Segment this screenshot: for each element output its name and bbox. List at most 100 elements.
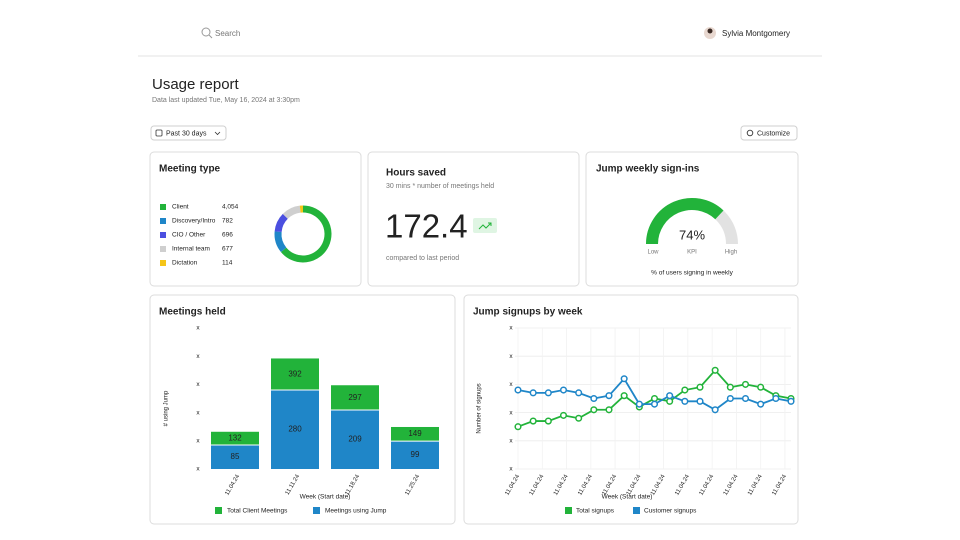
card-title: Meeting type (159, 164, 221, 175)
bar-jump (271, 390, 319, 469)
card-title: Jump signups by week (473, 307, 583, 318)
series-point (666, 392, 674, 400)
series-point (666, 397, 674, 405)
series-point (696, 397, 704, 405)
card-title: Hours saved (386, 168, 446, 179)
gauge-value-arc (646, 198, 724, 245)
card-title: Meetings held (159, 307, 226, 318)
customize-button[interactable] (740, 125, 798, 141)
bar-value-label: 132 (228, 434, 242, 443)
series-point (590, 406, 598, 414)
legend-label: Meetings using Jump (325, 508, 387, 515)
y-tick-label: x (509, 353, 513, 360)
series-point (575, 389, 583, 397)
donut-segment (280, 205, 332, 263)
y-tick-label: x (196, 409, 200, 416)
series-point (620, 392, 628, 400)
legend-value: 677 (222, 246, 233, 253)
donut-segment (282, 205, 301, 219)
x-axis-title: Week (Start date) (602, 494, 653, 501)
gauge-low: Low (647, 250, 659, 256)
page-subtitle: Data last updated Tue, May 16, 2024 at 3… (152, 97, 300, 104)
user-name: Sylvia Montgomery (722, 29, 790, 38)
date-filter-button[interactable] (150, 125, 227, 141)
legend-swatch (160, 232, 166, 238)
y-tick-label: x (196, 438, 200, 445)
legend-label: Customer signups (644, 508, 697, 515)
card-title: Jump weekly sign-ins (596, 164, 700, 175)
y-tick-label: x (509, 325, 513, 332)
series-point (559, 386, 568, 394)
trend-icon (478, 222, 492, 230)
series-point (772, 394, 780, 403)
search-box[interactable]: Search (201, 27, 240, 39)
y-tick-label: x (509, 466, 513, 473)
bar-value-label: 149 (408, 429, 422, 438)
series-point (741, 394, 750, 403)
y-tick-label: x (509, 409, 513, 416)
series-point (726, 394, 734, 403)
series-point (575, 414, 583, 422)
bar-value-label: 392 (288, 369, 302, 378)
customize[interactable]: Customize (740, 125, 798, 141)
gauge-high: High (725, 250, 737, 256)
chevron (214, 131, 221, 136)
search-icon-handle (208, 34, 213, 39)
customize-label: Customize (757, 130, 790, 137)
bar-value-label: 209 (348, 435, 362, 444)
bar-value-label: 99 (411, 450, 420, 459)
y-tick-label: x (196, 353, 200, 360)
legend-label: Total Client Meetings (227, 508, 288, 515)
series-point (590, 394, 598, 403)
legend-label: Dictation (172, 260, 198, 267)
series-point (514, 423, 522, 431)
bar-jump (211, 445, 259, 469)
donut-segment (274, 231, 287, 253)
y-tick-label: x (196, 381, 200, 388)
gauge-kpi: KPI (687, 250, 697, 256)
y-tick-label: x (196, 466, 200, 473)
series-point (559, 411, 568, 419)
series-point (544, 417, 552, 425)
series-point (757, 383, 765, 391)
legend-label: Internal team (172, 246, 210, 253)
y-tick-label: x (509, 438, 513, 445)
legend-value: 782 (222, 218, 233, 225)
series-point (605, 406, 613, 414)
user-menu[interactable]: Sylvia Montgomery (704, 27, 790, 39)
series-point (711, 406, 719, 414)
series-point (650, 394, 659, 403)
signups-card (463, 294, 799, 525)
series-point (529, 389, 537, 397)
donut-segment (274, 213, 288, 233)
series-point (529, 417, 537, 425)
meeting-type-card (149, 151, 362, 287)
bar-value-label: 85 (231, 452, 240, 461)
card-subtitle: 30 mins * number of meetings held (386, 183, 494, 190)
page-title: Usage report (152, 76, 240, 93)
legend-label: Discovery/Intro (172, 218, 216, 225)
legend-swatch (160, 204, 166, 210)
series-point (635, 400, 643, 408)
legend-value: 4,054 (222, 204, 239, 211)
series-point (696, 383, 704, 391)
search-icon (201, 27, 211, 37)
series-point (514, 386, 522, 394)
legend-swatch (160, 260, 166, 266)
avatar-head (707, 28, 713, 34)
legend-value: 114 (222, 260, 233, 267)
weekly-signins-card (585, 151, 799, 287)
bar-jump (331, 410, 379, 469)
search-placeholder: Search (215, 29, 240, 38)
legend-swatch (633, 507, 640, 514)
series-point (605, 392, 613, 400)
legend-swatch (215, 507, 222, 514)
calendar-icon (155, 129, 163, 137)
series-point (681, 397, 689, 405)
bar-value-label: 297 (348, 393, 362, 402)
date-filter[interactable]: Past 30 days (150, 125, 227, 141)
series-point (787, 397, 795, 405)
bar-value-label: 280 (288, 425, 302, 434)
legend-label: Total signups (576, 508, 615, 515)
